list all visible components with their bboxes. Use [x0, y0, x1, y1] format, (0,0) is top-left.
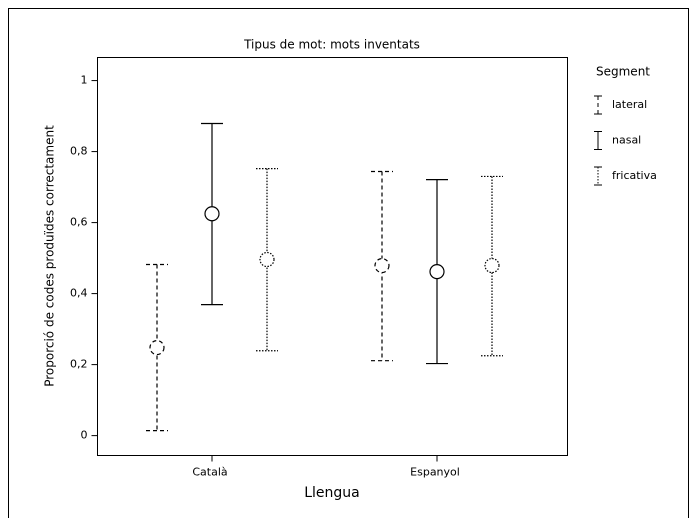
- x-tick-label: Català: [192, 466, 227, 479]
- y-tick-label: 1: [81, 74, 88, 87]
- y-tick-label: 0,6: [70, 216, 88, 229]
- x-tick-label: Espanyol: [410, 466, 460, 479]
- y-tick-label: 0: [81, 429, 88, 442]
- mean-marker: [429, 263, 445, 280]
- legend-label: lateral: [612, 98, 647, 111]
- y-tick-label: 0,8: [70, 145, 88, 158]
- chart-title: Tipus de mot: mots inventats: [243, 38, 420, 52]
- x-axis-label: Llengua: [304, 485, 360, 501]
- y-tick-label: 0,2: [70, 358, 88, 371]
- legend-label: nasal: [612, 134, 641, 147]
- mean-marker: [484, 257, 500, 274]
- legend-title: Segment: [596, 65, 650, 79]
- y-axis-label: Proporció de codes produïdes correctamen…: [43, 125, 57, 387]
- mean-marker: [204, 206, 220, 222]
- outer-frame: [8, 8, 689, 518]
- mean-marker: [259, 251, 275, 268]
- legend-label: fricativa: [612, 169, 657, 182]
- plot-frame: [97, 57, 568, 456]
- mean-marker: [374, 257, 390, 274]
- mean-marker: [149, 339, 165, 356]
- y-tick-label: 0,4: [70, 287, 88, 300]
